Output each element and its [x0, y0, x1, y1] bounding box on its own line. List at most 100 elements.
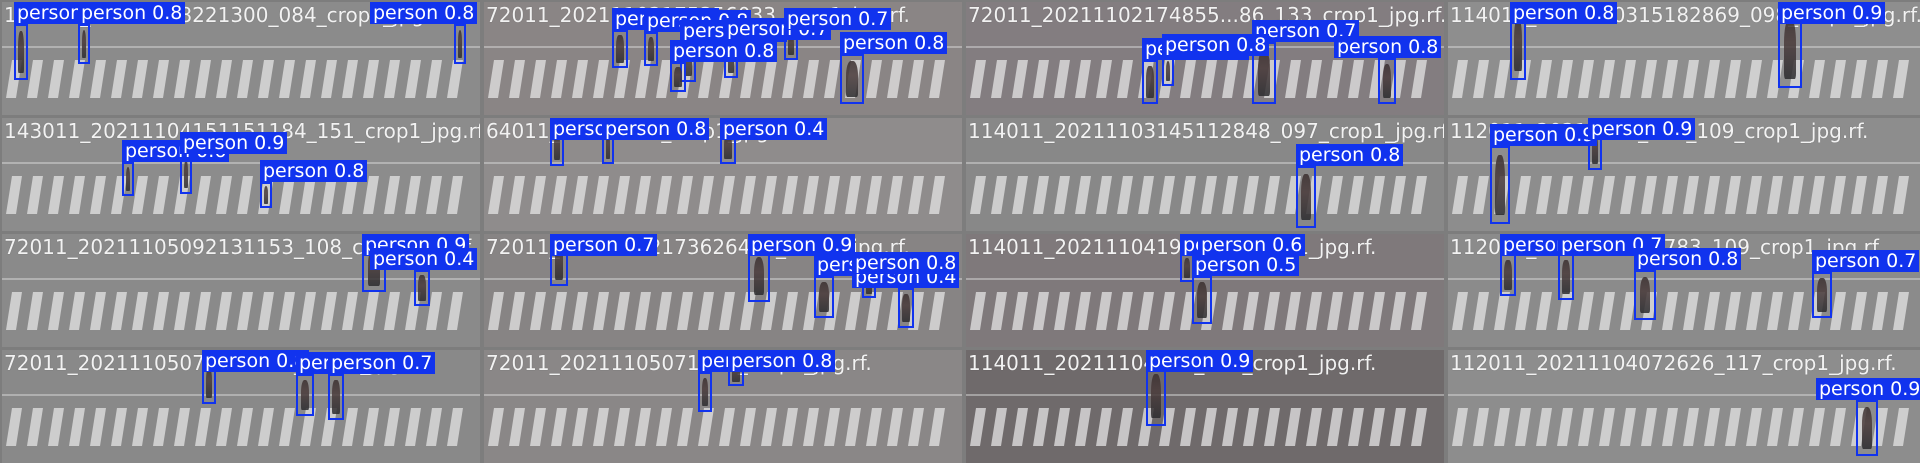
crosswalk-stripe — [1264, 408, 1280, 446]
crosswalk-stripe — [677, 408, 693, 446]
detection-box — [612, 30, 628, 68]
crosswalk-stripe — [614, 60, 630, 98]
crosswalk-stripe — [279, 60, 295, 98]
crosswalk-stripe — [1369, 176, 1385, 214]
crosswalk-stripe — [426, 292, 442, 330]
crosswalk-stripe — [551, 60, 567, 98]
detection-box — [260, 182, 272, 208]
crosswalk-stripe — [1012, 176, 1028, 214]
crosswalk-stripe — [1117, 60, 1133, 98]
crosswalk-stripe — [447, 176, 463, 214]
crosswalk-stripe — [1851, 60, 1867, 98]
crosswalk-stripe — [1096, 292, 1112, 330]
crosswalk-stripe — [321, 408, 337, 446]
crosswalk-stripe — [1201, 292, 1217, 330]
crosswalk-stripe — [845, 408, 861, 446]
crosswalk-stripe — [1285, 60, 1301, 98]
crosswalk-stripe — [153, 60, 169, 98]
crosswalk-stripe — [866, 60, 882, 98]
image-tile: 72011_20211105071955_crop1_jpg.rf. person… — [484, 350, 962, 463]
detection-box — [1634, 270, 1656, 320]
crosswalk-stripe — [635, 292, 651, 330]
crosswalk-stripe — [27, 292, 43, 330]
crosswalk-stripe — [153, 408, 169, 446]
detection-label: person 0.7 — [1812, 250, 1920, 272]
crosswalk-stripe — [1390, 408, 1406, 446]
detection-label: person 0.8 — [840, 32, 948, 54]
crosswalk-stripe — [1348, 408, 1364, 446]
crosswalk-stripe — [1494, 408, 1510, 446]
crosswalk-stripe — [1809, 408, 1825, 446]
crosswalk-stripe — [69, 60, 85, 98]
crosswalk-stripe — [1222, 408, 1238, 446]
pedestrian-figure — [183, 159, 189, 189]
crosswalk-stripe — [237, 176, 253, 214]
crosswalk-stripe — [1243, 292, 1259, 330]
crosswalk-stripe — [593, 408, 609, 446]
crosswalk-stripe — [1620, 60, 1636, 98]
crosswalk-stripe — [1683, 60, 1699, 98]
crosswalk-stripe — [6, 292, 22, 330]
crosswalk-stripe — [803, 176, 819, 214]
crosswalk-stripe — [509, 176, 525, 214]
detection-label: person 0.8 — [1510, 2, 1618, 24]
crosswalk-stripe — [1096, 176, 1112, 214]
tile-filename: 112011_20211104072626_117_crop1_jpg.rf. — [1450, 351, 1897, 375]
pedestrian-figure — [1165, 60, 1171, 82]
crosswalk-stripe — [1872, 60, 1888, 98]
crosswalk-stripe — [970, 60, 986, 98]
detection-box — [296, 374, 314, 416]
image-tile: 112011_2021110441783_109_crop1_jpg.rf. pe… — [1448, 234, 1920, 347]
crosswalk-stripe — [48, 408, 64, 446]
crosswalk-stripe — [1033, 60, 1049, 98]
crosswalk-stripe — [530, 408, 546, 446]
crosswalk-stripe — [1138, 176, 1154, 214]
crosswalk-stripe — [1180, 408, 1196, 446]
crosswalk-stripe — [174, 60, 190, 98]
crosswalk-stripe — [90, 408, 106, 446]
crosswalk-stripe — [1452, 176, 1468, 214]
crosswalk-stripe — [1746, 408, 1762, 446]
detection-label: person 0.8 — [260, 160, 368, 182]
crosswalk-stripe — [405, 292, 421, 330]
crosswalk-stripe — [551, 292, 567, 330]
crosswalk-stripe — [929, 292, 945, 330]
image-tile: 72011_20211102175356033_crop1_jpg.rf.per… — [484, 2, 962, 115]
pedestrian-figure — [206, 367, 212, 399]
crosswalk-stripe — [279, 292, 295, 330]
crosswalk-stripe — [1788, 292, 1804, 330]
crosswalk-stripe — [300, 292, 316, 330]
detection-box — [1146, 366, 1166, 426]
crosswalk-stripe — [132, 60, 148, 98]
detection-label: person 0.4 — [370, 248, 478, 270]
crosswalk-stripe — [1641, 408, 1657, 446]
crosswalk-stripe — [1054, 60, 1070, 98]
crosswalk-stripe — [384, 408, 400, 446]
pedestrian-figure — [1784, 19, 1796, 79]
crosswalk-stripe — [970, 292, 986, 330]
pedestrian-figure — [1514, 18, 1522, 72]
crosswalk-stripe — [1159, 176, 1175, 214]
crosswalk-stripe — [216, 176, 232, 214]
crosswalk-stripe — [677, 176, 693, 214]
crosswalk-stripe — [1704, 292, 1720, 330]
crosswalk-stripe — [1369, 60, 1385, 98]
crosswalk-stripe — [761, 408, 777, 446]
crosswalk-stripe — [153, 292, 169, 330]
crosswalk-stripe — [929, 176, 945, 214]
detection-label: person 0.9 — [1778, 2, 1886, 24]
crosswalk-stripe — [1180, 60, 1196, 98]
crosswalk-stripe — [363, 176, 379, 214]
crosswalk-stripe — [27, 408, 43, 446]
crosswalk-stripe — [1348, 176, 1364, 214]
image-tile: 72011_20211102174855...86_133_crop1_jpg.… — [966, 2, 1444, 115]
crosswalk-stripe — [111, 408, 127, 446]
crosswalk-stripe — [1033, 408, 1049, 446]
crosswalk-stripe — [1411, 176, 1427, 214]
crosswalk-stripe — [405, 408, 421, 446]
street-scene — [1448, 350, 1920, 463]
detection-label: person 0.6 — [1198, 234, 1306, 256]
crosswalk-stripe — [530, 292, 546, 330]
crosswalk-stripe — [48, 60, 64, 98]
crosswalk-stripe — [363, 60, 379, 98]
